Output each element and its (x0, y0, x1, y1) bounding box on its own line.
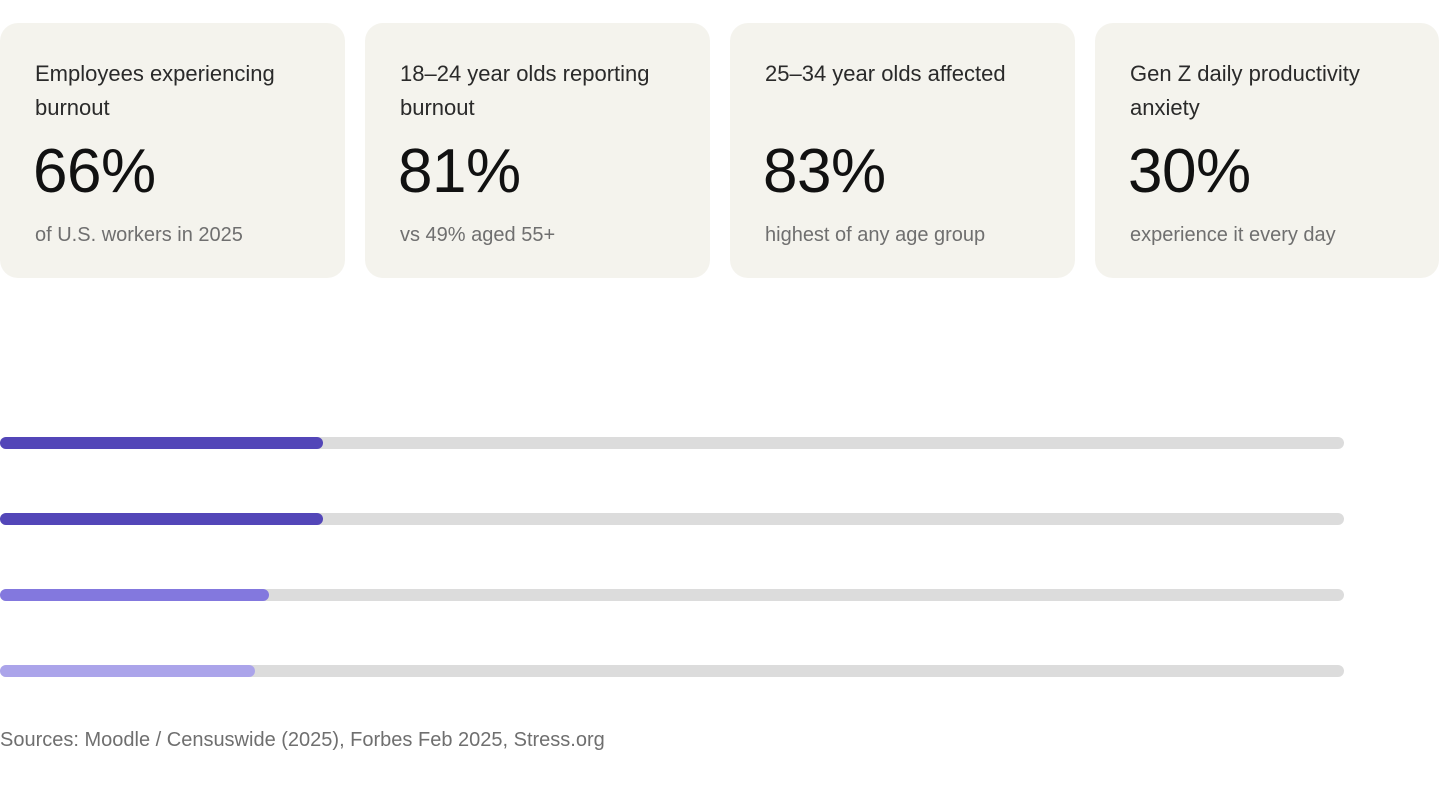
stat-card-label: Gen Z daily productivity anxiety (1130, 61, 1360, 120)
stat-card-value: 81% (398, 137, 521, 206)
stat-cards: Employees experiencing burnout 66% of U.… (0, 23, 1439, 278)
progress-bar-fill (0, 589, 269, 601)
stat-card-subtext: highest of any age group (765, 224, 986, 246)
progress-bar-track (0, 513, 1344, 525)
stat-card-burnout: Employees experiencing burnout 66% of U.… (0, 23, 345, 278)
stat-card-label: Employees experiencing burnout (35, 61, 275, 120)
stat-card-subtext: vs 49% aged 55+ (400, 224, 556, 246)
progress-bar (0, 437, 1344, 449)
progress-bar (0, 513, 1344, 525)
stat-card-subtext: of U.S. workers in 2025 (35, 224, 243, 246)
progress-bar-track (0, 665, 1344, 677)
progress-bar (0, 665, 1344, 677)
progress-bar-fill (0, 665, 255, 677)
progress-bar-track (0, 589, 1344, 601)
stat-card-value: 30% (1128, 137, 1251, 206)
stat-card-25-34: 25–34 year olds affected 83% highest of … (730, 23, 1075, 278)
stat-card-subtext: experience it every day (1130, 224, 1336, 246)
progress-bar (0, 589, 1344, 601)
progress-bar-fill (0, 513, 323, 525)
stat-card-label: 25–34 year olds affected (765, 61, 1006, 86)
progress-bar-track (0, 437, 1344, 449)
stat-card-gen-z: Gen Z daily productivity anxiety 30% exp… (1095, 23, 1439, 278)
stat-card-value: 66% (33, 137, 156, 206)
progress-bar-fill (0, 437, 323, 449)
stat-card-18-24: 18–24 year olds reporting burnout 81% vs… (365, 23, 710, 278)
stat-card-value: 83% (763, 137, 886, 206)
sources-note: Sources: Moodle / Censuswide (2025), For… (0, 729, 605, 751)
progress-bars (0, 437, 1344, 741)
stat-card-label: 18–24 year olds reporting burnout (400, 61, 650, 120)
